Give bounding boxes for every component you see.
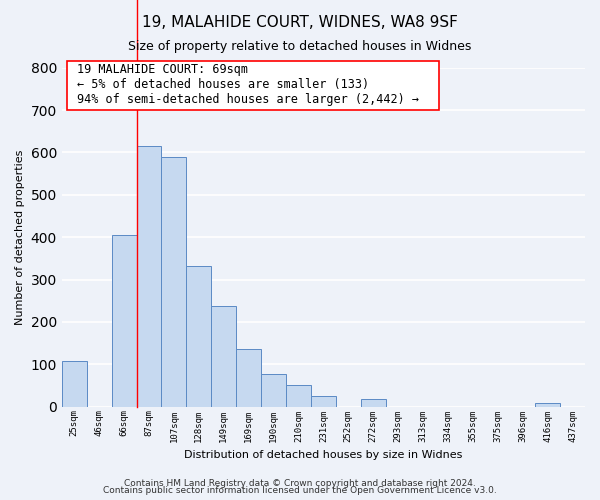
- Bar: [236, 350, 261, 406]
- Bar: [286, 386, 311, 406]
- Bar: [535, 403, 560, 406]
- X-axis label: Distribution of detached houses by size in Widnes: Distribution of detached houses by size …: [184, 450, 463, 460]
- Text: Contains HM Land Registry data © Crown copyright and database right 2024.: Contains HM Land Registry data © Crown c…: [124, 478, 476, 488]
- Bar: [311, 396, 336, 406]
- FancyBboxPatch shape: [67, 61, 439, 110]
- Text: 19 MALAHIDE COURT: 69sqm: 19 MALAHIDE COURT: 69sqm: [77, 62, 248, 76]
- Bar: [187, 266, 211, 406]
- Y-axis label: Number of detached properties: Number of detached properties: [15, 150, 25, 325]
- Bar: [112, 235, 137, 406]
- Bar: [62, 362, 87, 406]
- Text: Size of property relative to detached houses in Widnes: Size of property relative to detached ho…: [128, 40, 472, 53]
- Bar: [261, 374, 286, 406]
- Text: Contains public sector information licensed under the Open Government Licence v3: Contains public sector information licen…: [103, 486, 497, 495]
- Bar: [161, 156, 187, 406]
- Text: ← 5% of detached houses are smaller (133): ← 5% of detached houses are smaller (133…: [77, 78, 370, 91]
- Text: 94% of semi-detached houses are larger (2,442) →: 94% of semi-detached houses are larger (…: [77, 93, 419, 106]
- Bar: [137, 146, 161, 406]
- Text: 19, MALAHIDE COURT, WIDNES, WA8 9SF: 19, MALAHIDE COURT, WIDNES, WA8 9SF: [142, 15, 458, 30]
- Bar: [361, 400, 386, 406]
- Bar: [211, 306, 236, 406]
